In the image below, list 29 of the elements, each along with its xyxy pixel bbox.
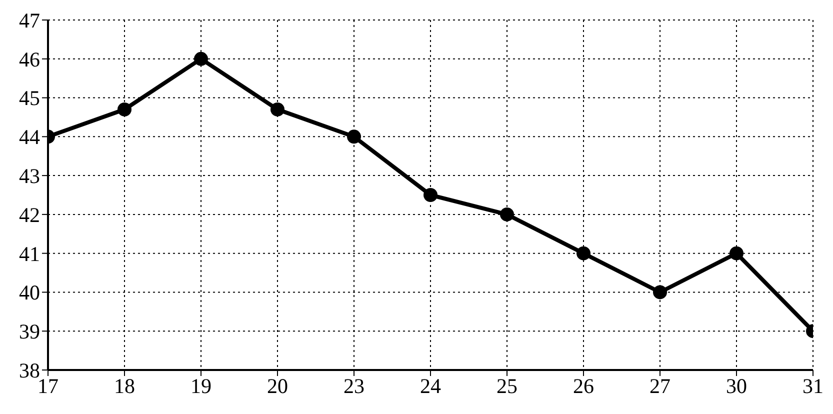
x-tick-label: 18: [114, 374, 135, 398]
point: [730, 246, 744, 260]
y-tick-label: 45: [19, 86, 40, 110]
y-tick-label: 42: [19, 202, 40, 227]
point: [194, 52, 208, 66]
y-tick-label: 46: [19, 47, 40, 72]
x-tick-label: 23: [344, 374, 364, 398]
point: [347, 130, 361, 144]
y-tick-label: 44: [19, 125, 40, 150]
x-tick-label: 26: [573, 374, 594, 398]
x-tick-label: 25: [496, 374, 518, 398]
point: [653, 285, 667, 300]
y-tick-label: 43: [19, 164, 40, 188]
x-tick-label: 27: [650, 374, 670, 398]
y-tick-label: 40: [19, 280, 40, 305]
point: [576, 246, 590, 260]
y-tick-label: 41: [19, 242, 40, 266]
y-tick-label: 47: [19, 8, 40, 32]
x-tick-label: 24: [420, 374, 442, 398]
point: [118, 102, 132, 116]
y-tick-label: 38: [19, 358, 40, 382]
x-tick-label: 20: [267, 374, 288, 398]
x-tick-label: 19: [190, 374, 212, 398]
point: [424, 188, 438, 202]
x-tick-label: 30: [726, 374, 747, 398]
point: [270, 102, 284, 116]
x-tick-label: 31: [802, 374, 824, 398]
y-tick-label: 39: [19, 320, 40, 344]
point: [500, 207, 514, 222]
